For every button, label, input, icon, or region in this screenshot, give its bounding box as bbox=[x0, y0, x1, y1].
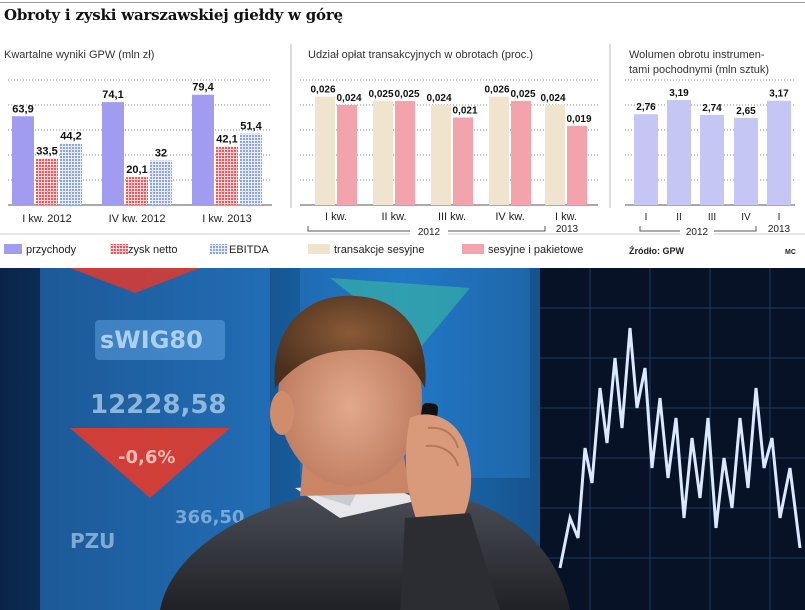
chart1-category-label: I kw. 2012 bbox=[22, 213, 72, 225]
chart1-bar bbox=[192, 94, 214, 205]
chart1-data-label: 33,5 bbox=[36, 145, 57, 157]
chart3-title-line2: tami pochodnymi (mln sztuk) bbox=[629, 64, 769, 76]
chart2-title: Udział opłat transakcyjnych w obrotach (… bbox=[308, 49, 533, 61]
chart2-category-label: III kw. bbox=[438, 211, 466, 223]
chart1-bar bbox=[150, 160, 172, 205]
chart3-data-label: 2,65 bbox=[736, 106, 756, 117]
chart1-data-label: 79,4 bbox=[192, 82, 214, 94]
chart3-plot: 2,76 I 3,19 II 2,74 III 2,65 IV 3,17 I 2012 2013 bbox=[625, 79, 795, 238]
legend-label-przychody: przychody bbox=[26, 244, 77, 256]
chart2-bar bbox=[511, 100, 531, 205]
chart1-plot: 63,9 33,544,2 I kw. 2012 74,1 20,1 32 IV kw. 2… bbox=[8, 79, 272, 225]
chart3-category-label: I bbox=[778, 212, 781, 223]
chart3-year-label: 2013 bbox=[768, 224, 791, 235]
trader-photo-illustration: sWIG80 12228,58 -0,6% PZU 366,50 bbox=[0, 268, 805, 610]
legend-swatch-transakcje-sesyjne bbox=[308, 244, 330, 254]
chart3-data-label: 2,74 bbox=[702, 103, 722, 114]
chart3-category-label: IV bbox=[741, 212, 751, 223]
chart2-bar bbox=[489, 96, 509, 205]
chart1-data-label: 63,9 bbox=[12, 103, 33, 115]
chart3-title-line1: Wolumen obrotu instrumen- bbox=[629, 49, 765, 61]
trader-photo: sWIG80 12228,58 -0,6% PZU 366,50 bbox=[0, 268, 805, 610]
chart2-bar bbox=[453, 117, 473, 205]
chart1-bar bbox=[60, 143, 82, 205]
headline: Obroty i zyski warszawskiej giełdy w gór… bbox=[4, 6, 343, 24]
chart1-title: Kwartalne wyniki GPW (mln zł) bbox=[4, 49, 154, 61]
chart1-bar bbox=[126, 177, 148, 205]
chart2-bar bbox=[395, 100, 415, 205]
chart2-group-label: 2012 bbox=[418, 227, 441, 238]
chart2-bar bbox=[337, 105, 357, 205]
chart2-category-label: I kw. bbox=[325, 211, 347, 223]
chart3-bar bbox=[667, 100, 691, 205]
chart1-data-label: 74,1 bbox=[102, 89, 123, 101]
chart3-bar bbox=[767, 100, 791, 205]
screen-text-change: -0,6% bbox=[118, 447, 175, 468]
legend-label-transakcje-sesyjne: transakcje sesyjne bbox=[334, 244, 425, 256]
chart1-data-label: 44,2 bbox=[60, 131, 81, 143]
chart1-data-label: 51,4 bbox=[240, 121, 262, 133]
chart1-data-label: 42,1 bbox=[216, 134, 237, 146]
chart3-bar bbox=[634, 114, 658, 205]
chart2-category-label: IV kw. bbox=[495, 211, 524, 223]
chart1-data-label: 32 bbox=[155, 148, 167, 160]
chart3-data-label: 3,17 bbox=[769, 89, 789, 100]
chart1-bar bbox=[216, 146, 238, 205]
chart1-bar bbox=[102, 102, 124, 205]
chart2-bar bbox=[315, 96, 335, 205]
chart1-bar bbox=[36, 158, 58, 205]
chart2-category-label: II kw. bbox=[381, 211, 406, 223]
chart3-category-label: I bbox=[645, 212, 648, 223]
chart2-bar bbox=[567, 125, 587, 205]
chart3-data-label: 2,76 bbox=[636, 102, 656, 113]
top-rule bbox=[0, 2, 805, 3]
chart2-bar bbox=[431, 105, 451, 205]
screen-text-ticker: PZU bbox=[70, 529, 115, 553]
legend-swatch-sesyjne-i-pakietowe bbox=[462, 244, 484, 254]
legend-label-ebitda: EBITDA bbox=[229, 244, 269, 256]
chart2-data-label: 0,024 bbox=[426, 93, 451, 104]
chart3-group-label-bg bbox=[680, 225, 714, 237]
chart1-data-label: 20,1 bbox=[126, 164, 147, 176]
source-note: Źródło: GPW bbox=[629, 246, 684, 256]
screen-text-index: sWIG80 bbox=[100, 326, 203, 354]
credit-note: MC bbox=[785, 249, 796, 256]
legend-label-sesyjne-i-pakietowe: sesyjne i pakietowe bbox=[488, 244, 583, 256]
chart2-data-label: 0,025 bbox=[510, 89, 535, 100]
chart3-category-label: II bbox=[676, 212, 682, 223]
chart2-data-label: 0,024 bbox=[540, 93, 565, 104]
chart2-data-label: 0,026 bbox=[310, 85, 335, 96]
legend-swatch-ebitda bbox=[210, 244, 228, 254]
chart2-data-label: 0,026 bbox=[484, 85, 509, 96]
chart1-category-label: IV kw. 2012 bbox=[109, 213, 166, 225]
chart1-bar bbox=[12, 116, 34, 205]
chart3-bar bbox=[734, 117, 758, 205]
chart2-data-label: 0,024 bbox=[336, 93, 361, 104]
screen-text-price: 366,50 bbox=[175, 507, 244, 528]
chart3-bar bbox=[700, 114, 724, 205]
legend-label-zysk-netto: zysk netto bbox=[128, 244, 178, 256]
chart3-group-label: 2012 bbox=[686, 227, 709, 238]
chart1-bar bbox=[240, 133, 262, 205]
legend-swatch-zysk-netto bbox=[110, 244, 128, 254]
chart2-category-label: I kw. bbox=[555, 211, 577, 223]
chart3-category-label: III bbox=[708, 212, 716, 223]
charts-infographic: Kwartalne wyniki GPW (mln zł) Udział opł… bbox=[0, 44, 805, 256]
chart2-bar bbox=[545, 105, 565, 205]
screen-text-value: 12228,58 bbox=[90, 390, 227, 420]
legend-swatch-przychody bbox=[4, 244, 22, 254]
chart3-data-label: 3,19 bbox=[669, 88, 689, 99]
chart2-group-label-bg bbox=[410, 225, 448, 237]
chart2-data-label: 0,025 bbox=[368, 89, 393, 100]
chart2-data-label: 0,025 bbox=[394, 89, 419, 100]
chart2-data-label: 0,021 bbox=[452, 106, 477, 117]
chart2-year-label: 2013 bbox=[556, 224, 579, 235]
chart1-category-label: I kw. 2013 bbox=[202, 213, 252, 225]
chart2-data-label: 0,019 bbox=[566, 114, 591, 125]
chart2-bar bbox=[373, 100, 393, 205]
